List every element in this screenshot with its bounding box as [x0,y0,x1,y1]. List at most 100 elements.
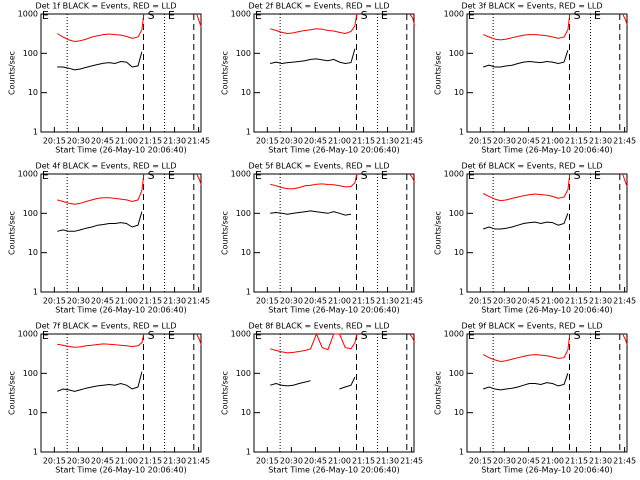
y-tick-label: 10 [241,248,251,257]
marker-label: E [255,169,262,182]
x-tick-label: 21:15 [352,137,375,146]
series-line [482,333,628,363]
x-tick-label: 21:15 [352,297,375,306]
x-tick-label: 20:15 [256,137,279,146]
x-tick-label: 21:15 [565,137,588,146]
x-tick-label: 21:30 [163,457,186,466]
marker-label: E [168,329,175,342]
marker-label: S [148,329,155,342]
y-axis-label: Counts/sec [8,371,17,415]
x-tick-label: 21:45 [187,457,210,466]
chart-title: Det 8f BLACK = Events, RED = LLD [248,322,389,331]
x-tick-label: 20:15 [256,297,279,306]
x-tick-label: 21:15 [565,297,588,306]
y-tick-label: 10 [28,248,38,257]
y-tick-label: 100 [23,209,38,218]
chart-title: Det 6f BLACK = Events, RED = LLD [461,162,602,171]
marker-label: S [574,329,581,342]
x-tick-label: 20:15 [256,457,279,466]
x-tick-label: 21:45 [613,137,636,146]
y-axis-label: Counts/sec [434,51,443,95]
y-tick-label: 1000 [444,170,464,179]
x-axis-label: Start Time (26-May-10 20:06:40) [55,146,186,155]
y-tick-label: 100 [236,209,251,218]
series-line [483,213,569,230]
series-line [270,173,415,190]
y-tick-label: 100 [449,49,464,58]
y-tick-label: 1 [246,288,251,297]
series-line [482,173,628,202]
y-tick-label: 10 [28,408,38,417]
marker-label: E [255,329,262,342]
y-tick-label: 10 [454,248,464,257]
marker-label: S [148,9,155,22]
x-tick-label: 21:15 [139,137,162,146]
series-line [483,13,628,41]
series-line [270,13,415,35]
y-tick-label: 100 [23,49,38,58]
x-tick-label: 21:30 [163,137,186,146]
y-axis-label: Counts/sec [221,51,230,95]
x-tick-label: 20:45 [304,297,327,306]
x-tick-label: 20:30 [493,297,516,306]
x-tick-label: 20:15 [43,297,66,306]
x-tick-label: 20:15 [469,137,492,146]
x-axis-label: Start Time (26-May-10 20:06:40) [55,306,186,315]
x-tick-label: 20:30 [67,297,90,306]
x-tick-label: 21:45 [613,457,636,466]
y-tick-label: 100 [449,369,464,378]
x-axis-label: Start Time (26-May-10 20:06:40) [481,146,612,155]
x-tick-label: 20:30 [493,137,516,146]
y-tick-label: 10 [241,88,251,97]
x-axis-label: Start Time (26-May-10 20:06:40) [268,146,399,155]
marker-label: E [594,329,601,342]
x-tick-label: 21:00 [115,137,138,146]
x-axis-label: Start Time (26-May-10 20:06:40) [268,466,399,475]
y-tick-label: 10 [28,88,38,97]
series-line [57,371,143,392]
x-tick-label: 20:30 [280,297,303,306]
plot-frame [253,173,415,293]
x-tick-label: 21:00 [541,137,564,146]
x-tick-label: 20:30 [280,137,303,146]
x-tick-label: 21:30 [376,457,399,466]
marker-label: E [468,329,475,342]
marker-label: E [468,9,475,22]
marker-label: S [361,169,368,182]
marker-label: E [594,169,601,182]
x-tick-label: 20:15 [43,137,66,146]
x-tick-label: 20:15 [43,457,66,466]
marker-label: S [148,169,155,182]
y-tick-label: 1 [33,288,38,297]
y-tick-label: 100 [236,49,251,58]
y-axis-label: Counts/sec [221,371,230,415]
marker-label: E [381,329,388,342]
series-line [56,13,202,43]
x-tick-label: 21:00 [328,297,351,306]
y-tick-label: 1000 [444,10,464,19]
x-tick-label: 20:45 [91,457,114,466]
y-axis-label: Counts/sec [8,211,17,255]
x-tick-label: 21:45 [187,297,210,306]
y-tick-label: 1 [459,448,464,457]
x-tick-label: 21:45 [613,297,636,306]
x-tick-label: 21:30 [376,137,399,146]
x-tick-label: 21:00 [115,297,138,306]
marker-label: S [361,9,368,22]
x-tick-label: 21:45 [187,137,210,146]
y-axis-label: Counts/sec [434,371,443,415]
series-line [57,211,143,232]
x-tick-label: 20:45 [91,137,114,146]
y-tick-label: 100 [236,369,251,378]
marker-label: S [574,169,581,182]
x-tick-label: 21:45 [400,137,423,146]
plot-frame [466,173,628,293]
plot-frame [466,13,628,133]
x-tick-label: 20:45 [304,137,327,146]
y-tick-label: 100 [449,209,464,218]
chart-title: Det 2f BLACK = Events, RED = LLD [248,2,389,11]
x-tick-label: 21:45 [400,297,423,306]
marker-label: E [381,9,388,22]
marker-label: E [594,9,601,22]
y-tick-label: 1 [33,128,38,137]
